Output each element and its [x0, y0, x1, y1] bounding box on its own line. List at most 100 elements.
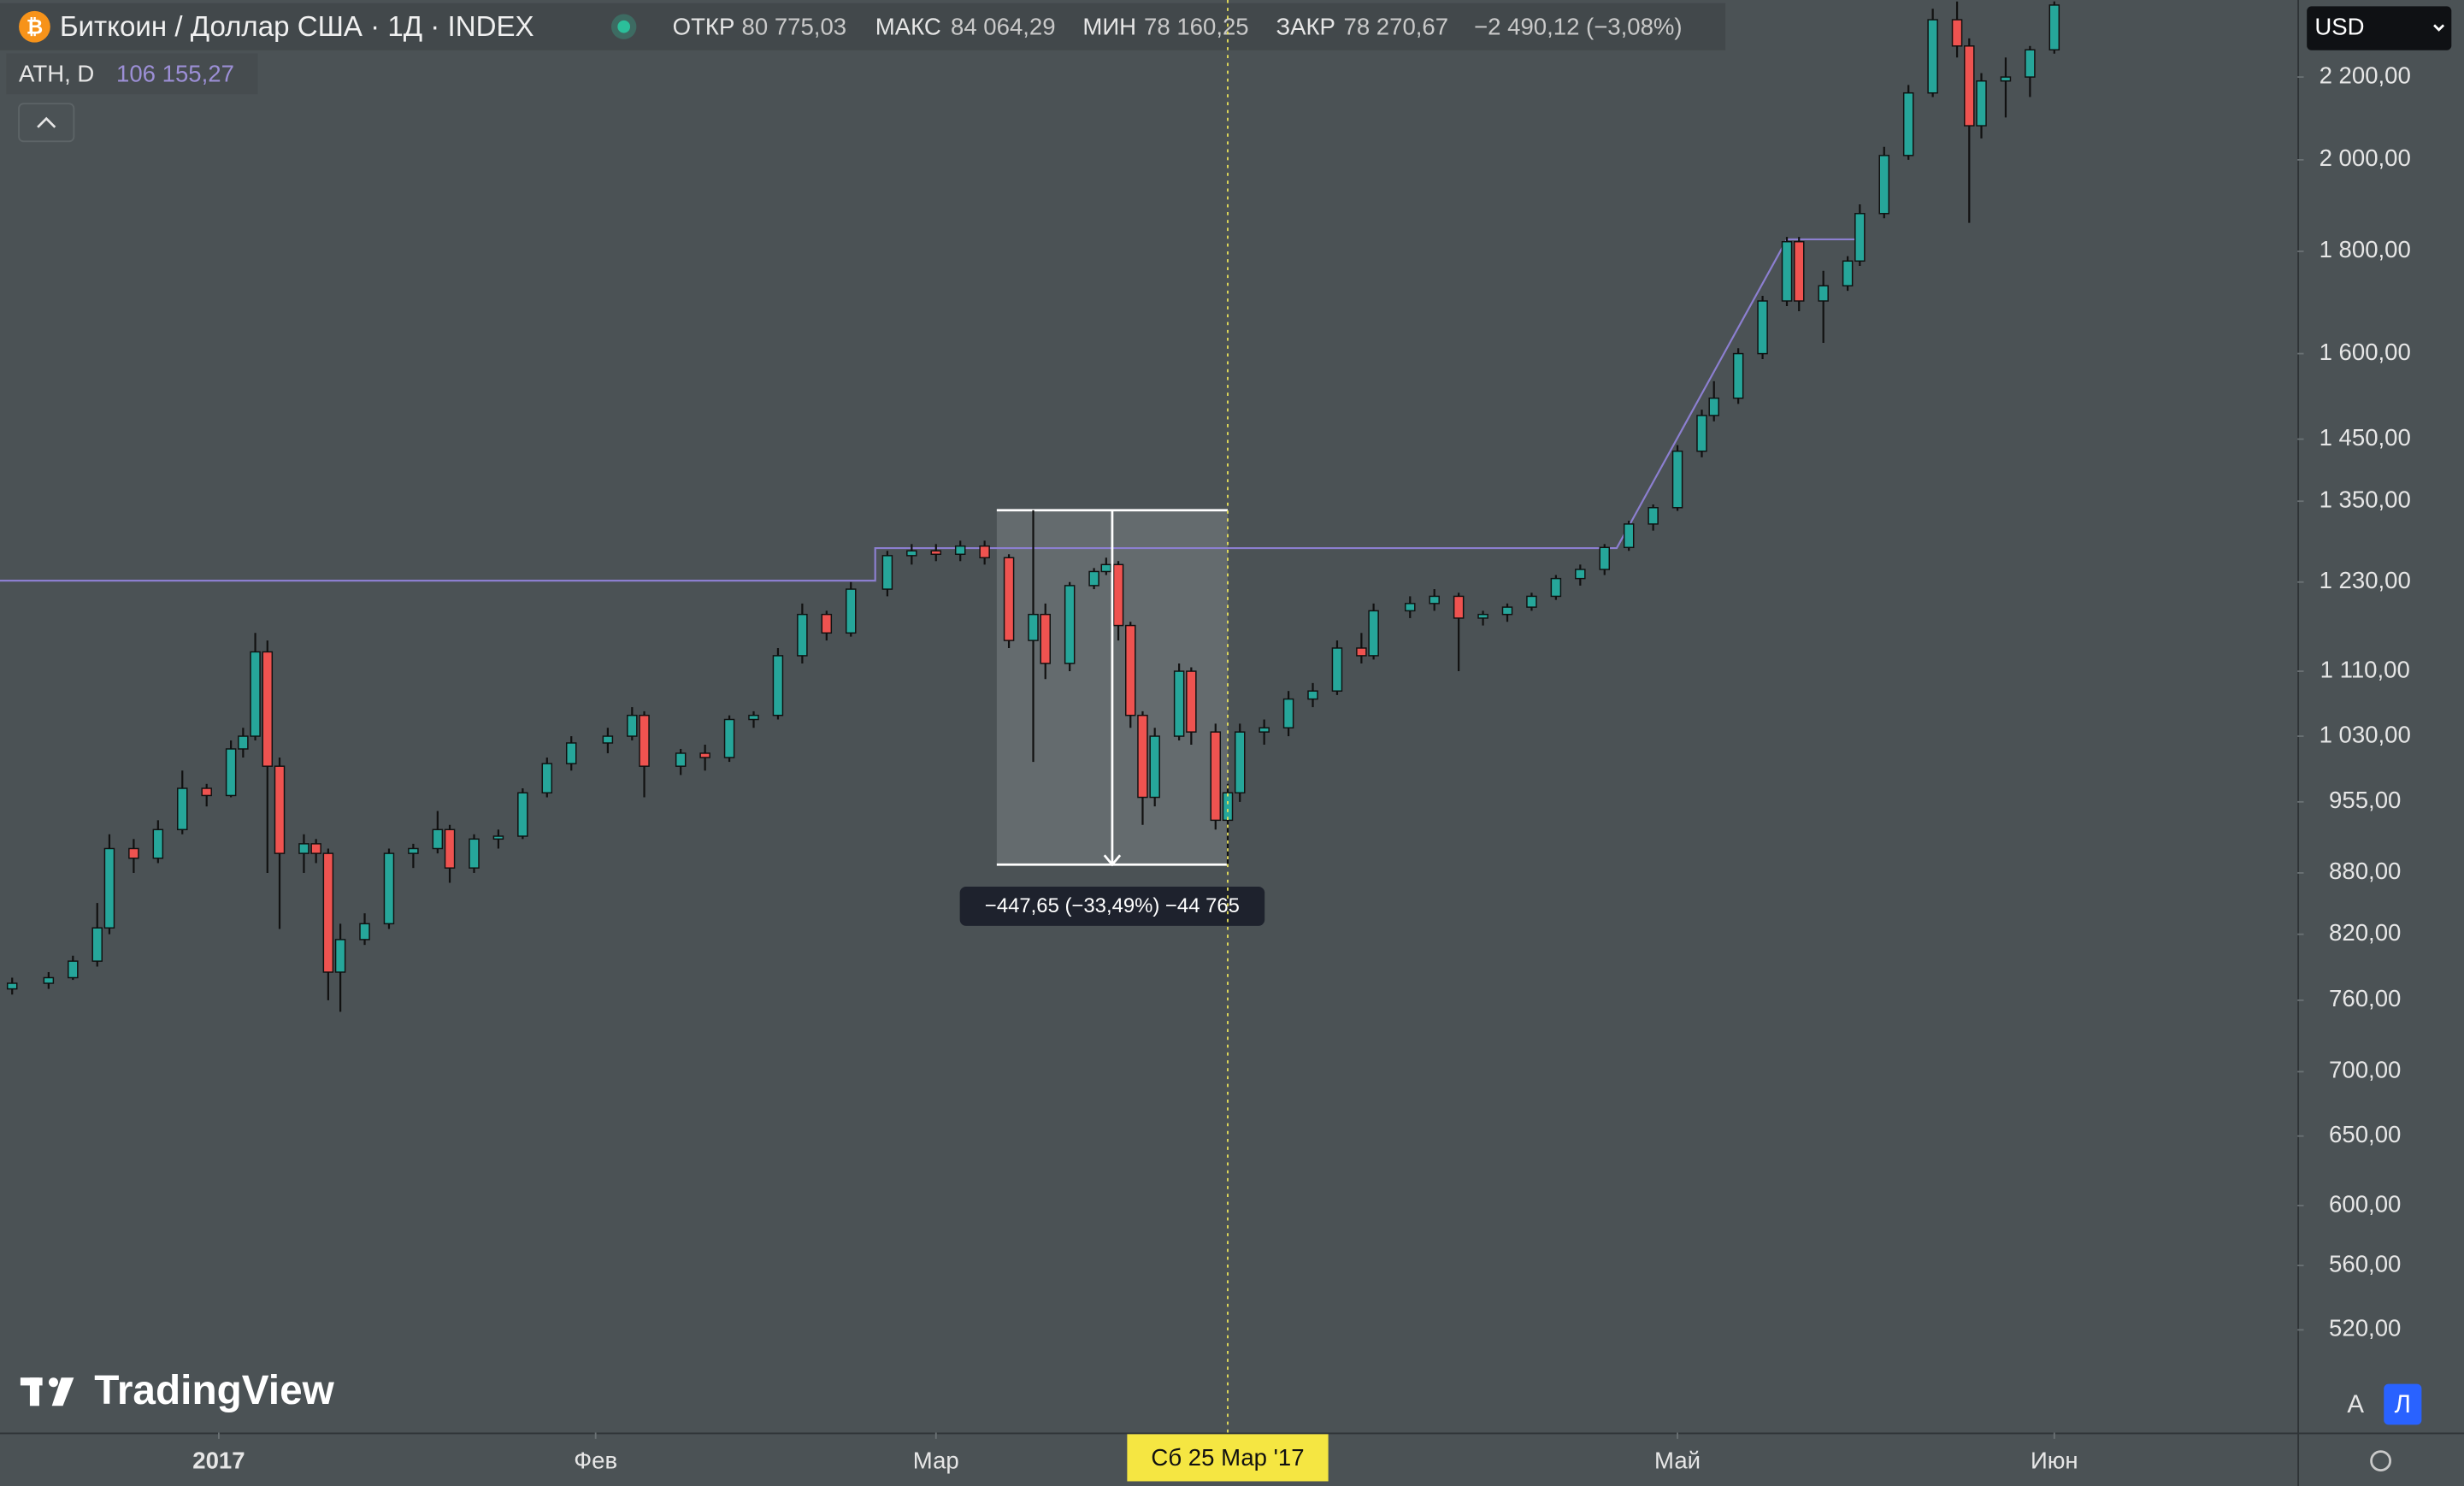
candle-body	[250, 651, 261, 737]
low-label: МИН	[1082, 13, 1136, 39]
candle-body	[1842, 260, 1854, 286]
log-scale-button[interactable]	[2384, 1383, 2422, 1425]
candle-body	[541, 763, 553, 794]
open-value: 80 775,03	[742, 13, 847, 39]
candle-body	[1331, 647, 1343, 692]
candle-body	[1234, 731, 1246, 794]
y-tick-label: 1 230,00	[2320, 567, 2411, 593]
y-tick-label: 1 600,00	[2320, 339, 2411, 365]
candle-body	[2025, 49, 2036, 78]
candle-body	[1453, 595, 1465, 619]
candle-body	[1526, 595, 1537, 608]
candle-body	[602, 735, 614, 744]
crosshair-label: Сб 25 Мар '17	[1151, 1444, 1304, 1471]
candle-body	[930, 550, 942, 555]
candle-body	[1137, 714, 1148, 799]
header-bar	[0, 3, 1726, 50]
candle-body	[1878, 155, 1890, 215]
log-scale-label: Л	[2395, 1390, 2411, 1418]
candle-body	[1550, 577, 1562, 598]
candle-body	[1854, 213, 1866, 262]
candle-body	[1781, 240, 1793, 302]
candle-body	[91, 927, 103, 962]
candle-body	[1708, 397, 1719, 416]
candle-body	[1368, 610, 1379, 657]
candle-body	[723, 718, 735, 758]
candle-body	[262, 651, 274, 767]
y-tick-label: 2 000,00	[2320, 144, 2411, 171]
candle-body	[383, 852, 395, 925]
candle-body	[565, 742, 577, 764]
candle-body	[1028, 613, 1039, 641]
candle-body	[1125, 624, 1136, 716]
auto-scale-button[interactable]: A	[2347, 1390, 2364, 1418]
logo-mark	[29, 1377, 39, 1406]
candle-body	[1088, 570, 1099, 587]
candle-body	[1429, 595, 1440, 604]
candle-body	[1623, 523, 1635, 549]
candle-body	[1040, 613, 1051, 664]
candle-body	[1186, 670, 1197, 733]
candle-body	[1100, 563, 1112, 573]
x-tick-label: Фев	[574, 1448, 617, 1474]
settings-icon[interactable]	[2370, 1450, 2391, 1472]
candle-body	[1951, 19, 1963, 47]
candle-body	[103, 847, 115, 929]
logo-mark	[48, 1377, 59, 1388]
logo-mark	[51, 1377, 74, 1406]
y-tick-label: 650,00	[2329, 1121, 2401, 1147]
collapse-button[interactable]	[18, 103, 75, 143]
bitcoin-symbol: ₿	[27, 15, 43, 38]
candle-body	[201, 787, 212, 797]
candle-body	[128, 847, 139, 859]
candle-body	[1927, 19, 1938, 94]
candle-body	[274, 765, 286, 854]
candle-body	[1902, 91, 1914, 156]
candle-body	[408, 847, 419, 854]
candle-body	[2000, 76, 2012, 82]
candle-body	[359, 923, 370, 941]
change-value: −2 490,12 (−3,08%)	[1474, 13, 1683, 39]
candle-body	[979, 545, 990, 559]
y-tick-label: 560,00	[2329, 1250, 2401, 1277]
currency: USD	[2314, 13, 2364, 39]
close-label: ЗАКР	[1276, 13, 1335, 39]
status-dot	[617, 20, 631, 33]
measure-label-box	[959, 886, 1265, 926]
candle-body	[6, 982, 18, 990]
indicator-bar	[6, 53, 258, 95]
candle-body	[1282, 698, 1294, 728]
low-value: 78 160,25	[1144, 13, 1249, 39]
y-tick-label: 820,00	[2329, 919, 2401, 946]
candle-body	[432, 829, 444, 850]
candle-body	[238, 735, 249, 750]
candle-body	[444, 829, 456, 869]
y-tick-label: 1 800,00	[2320, 236, 2411, 262]
y-tick-label: 760,00	[2329, 985, 2401, 1011]
candle-body	[821, 613, 833, 634]
candle-body	[298, 843, 309, 854]
candle-body	[1648, 507, 1659, 525]
crosshair-label-box	[1127, 1434, 1329, 1482]
y-tick-label: 600,00	[2329, 1190, 2401, 1217]
candle-body	[1222, 792, 1234, 822]
candle-body	[1575, 569, 1586, 580]
measure-arrowhead	[1103, 854, 1122, 867]
currency-chevron	[2433, 24, 2445, 32]
indicator-name[interactable]: ATH, D	[19, 60, 94, 86]
candle-body	[1307, 690, 1318, 700]
candle-body	[699, 752, 710, 758]
y-tick-label: 955,00	[2329, 787, 2401, 813]
overlay: −447,65 (−33,49%) −44 765 Сб 25 Мар '17	[959, 0, 1329, 1482]
candle-body	[1501, 606, 1513, 616]
candle-body	[310, 843, 321, 854]
currency-select[interactable]	[2307, 6, 2452, 50]
candle-body	[492, 835, 504, 840]
candle-body	[1259, 727, 1270, 733]
candle-body	[1757, 300, 1768, 355]
indicator-value: 106 155,27	[116, 60, 234, 86]
collapse-icon	[37, 116, 56, 128]
y-tick-label: 700,00	[2329, 1057, 2401, 1083]
y-tick-label: 1 350,00	[2320, 486, 2411, 512]
